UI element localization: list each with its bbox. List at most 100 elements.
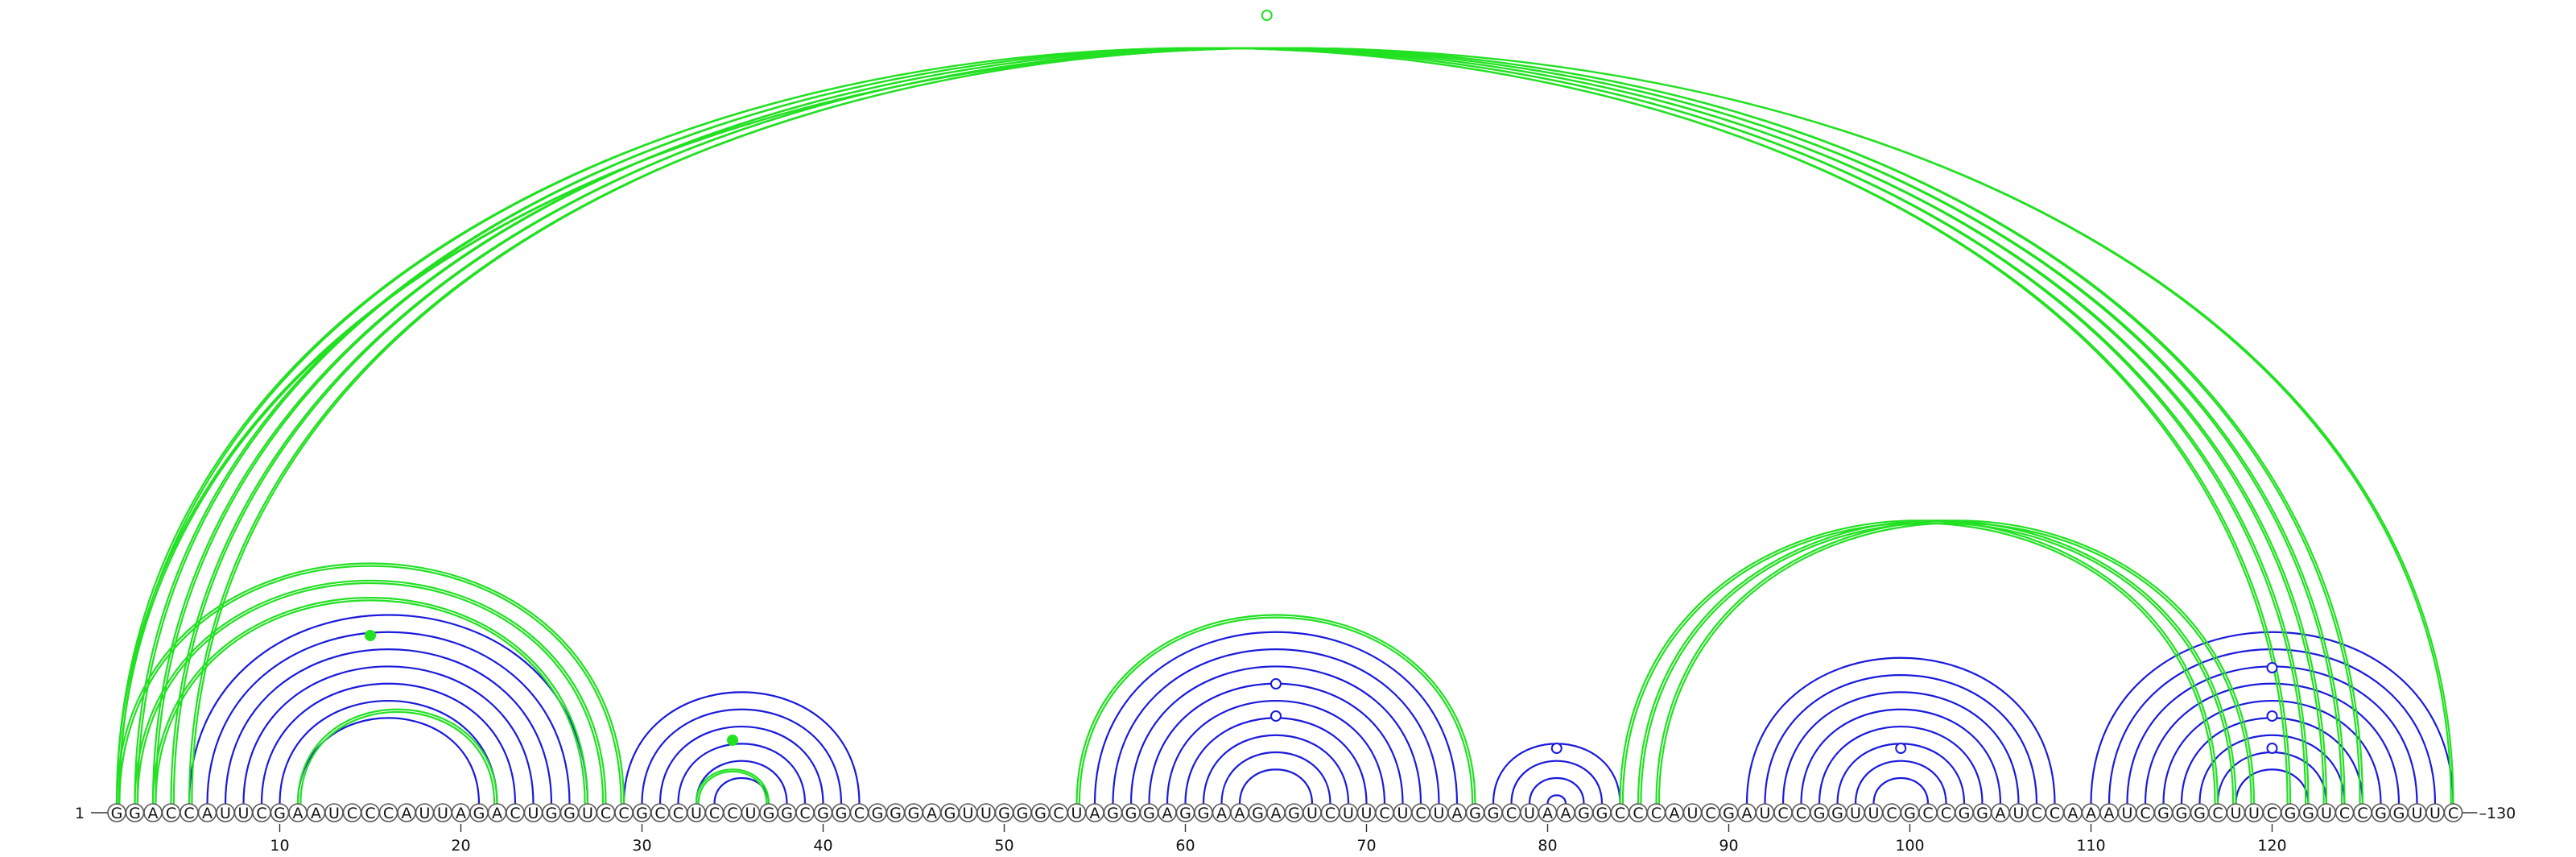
nucleotide: C [2262,803,2282,822]
nucleotide: C [2334,803,2355,822]
nucleotide: G [1955,803,1974,822]
nucleotide: G [107,803,126,822]
nucleotide: G [1484,803,1503,822]
nucleotide: U [1755,803,1775,822]
nucleotide: G [868,803,887,822]
nucleotide: U [1356,803,1377,822]
nucleotide: A [2081,803,2101,822]
nucleotide: A [1538,803,1558,822]
nucleotide: C [1773,803,1793,822]
nucleotide: C [614,803,634,822]
nucleotide: A [1665,803,1684,822]
nucleotide-letter: U [328,805,340,822]
nucleotide: C [361,803,380,822]
nucleotide-letter: C [1886,805,1897,822]
nucleotide-letter: G [1814,805,1826,822]
nucleotide-letter: G [636,805,648,822]
nucleotide: U [2317,803,2336,822]
nucleotide: U [1339,803,1358,822]
pair-arc-green [1078,616,1474,805]
nucleotide: U [1067,803,1087,822]
nucleotide-letter: G [129,805,141,822]
nucleotide-letter: A [927,805,937,822]
nucleotide-letter: C [1379,805,1389,822]
nucleotide: U [741,803,761,822]
nucleotide-letter: C [1053,805,1063,822]
nucleotide-letter: G [1252,805,1264,822]
pair-arc-green [1619,520,2219,805]
nucleotide-letter: C [727,805,737,822]
nucleotide-letter: A [492,805,502,822]
nucleotide-circle [2443,803,2463,822]
pair-arc-blue [1510,760,1604,805]
position-tick: 80 [1538,824,1558,855]
pair-arc-blue [622,691,861,805]
nucleotide-letter: G [763,805,775,822]
nucleotide-letter: U [220,805,231,822]
nucleotide: U [433,803,452,822]
nucleotide-letter: G [1017,805,1029,822]
nucleotide: A [1737,803,1757,822]
pair-arc-green [1655,520,2256,805]
pair-arc-blue [641,708,843,805]
nucleotide-letter: A [293,805,303,822]
nucleotide-letter: A [2086,805,2096,822]
nucleotide: C [668,803,688,822]
nucleotide-letter: U [437,805,448,822]
position-tick: 30 [632,824,652,855]
nucleotide: G [270,803,290,822]
nucleotide-letter: A [1452,805,1463,822]
pair-arc-green [172,47,2343,805]
pair-arc-green [134,579,607,805]
tick-label: 10 [270,837,289,855]
nucleotide-letter: U [2122,805,2133,822]
nucleotide: C [2353,803,2372,822]
pair-arc-blue [2090,631,2454,805]
nucleotide: G [1194,803,1213,822]
pair-arc-blue [1818,725,1984,805]
tick-label: 90 [1719,837,1738,855]
pair-arc-blue [1800,708,2002,805]
nucleotide-letter: A [1216,805,1227,822]
nucleotide: C [180,803,199,822]
pair-arc-blue [1166,700,1386,805]
end-position-label: –130 [2479,805,2516,822]
pair-arc-blue [1238,768,1314,805]
nucleotide-letter: C [709,805,720,822]
nucleotide: G [2371,803,2391,822]
pair-arc-green [155,47,2325,805]
pair-arc-green [695,768,770,805]
nucleotide: C [1918,803,1938,822]
nucleotide-letter: C [365,805,375,822]
nucleotide: G [813,803,833,822]
nucleotide: G [1013,803,1032,822]
nucleotide-letter: C [347,805,357,822]
nucleotide-letter: C [2050,805,2060,822]
nucleotide: G [1030,803,1051,822]
arc-marker [1270,710,1282,722]
pair-arc-blue [677,743,807,805]
nucleotide: U [216,803,235,822]
arc-marker [365,630,376,641]
pair-arc-blue [2235,768,2310,805]
position-tick: 10 [270,824,290,855]
pair-arc-green [299,710,496,805]
nucleotide-letter: U [582,805,593,822]
nucleotide-letter: A [1162,805,1173,822]
nucleotide: C [506,803,525,822]
nucleotide-letter: G [546,805,558,822]
nucleotide: A [922,803,942,822]
pair-arc-blue [1872,777,1930,805]
tick-label: 120 [2257,837,2286,855]
nucleotide: U [578,803,597,822]
tick-label: 50 [994,837,1013,855]
nucleotide: A [1556,803,1575,822]
pair-arc-blue [658,725,824,805]
nucleotide: G [2172,803,2191,822]
nucleotide: A [1266,803,1286,822]
pair-arc-green [118,47,2289,805]
nucleotide-letter: U [963,805,974,822]
nucleotide: C [2027,803,2046,822]
nucleotide: C [1501,803,1521,822]
arc-marker [727,735,738,746]
